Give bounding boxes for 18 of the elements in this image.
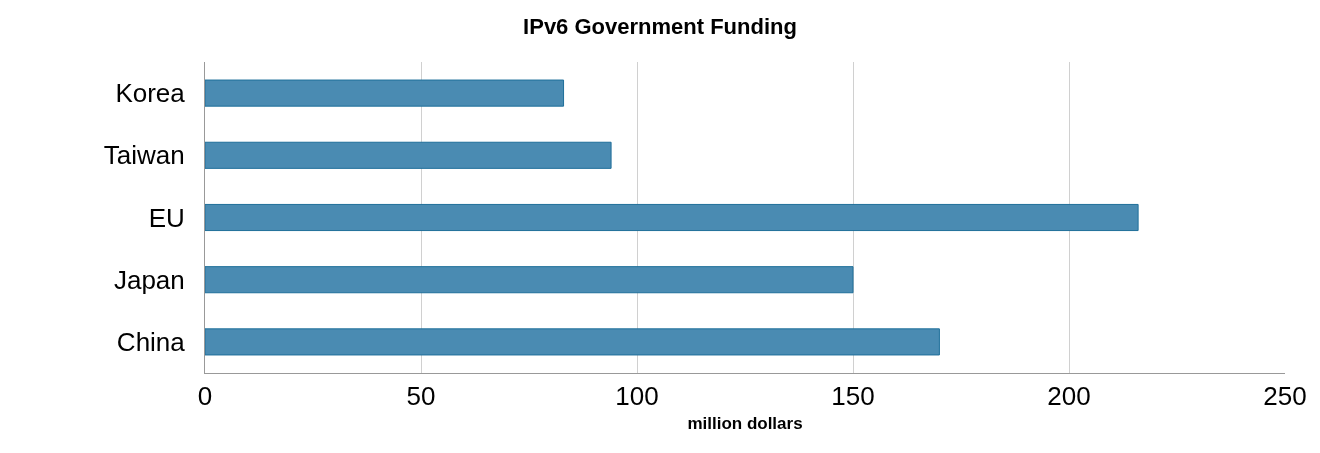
y-tick-label: China [116, 327, 186, 357]
x-tick-label: 250 [1263, 381, 1307, 412]
bar [205, 203, 1139, 232]
x-tick-label: 0 [197, 381, 213, 412]
y-tick-label: Japan [113, 264, 185, 295]
bar [205, 141, 612, 169]
y-tick-label: Korea [115, 78, 186, 109]
x-axis-title: million dollars [687, 413, 803, 433]
bar [205, 266, 854, 294]
x-tick-label: 200 [1047, 381, 1091, 412]
x-tick-label: 50 [406, 381, 436, 412]
bar [205, 328, 940, 356]
x-tick-label: 150 [831, 381, 875, 412]
x-tick-label: 100 [615, 381, 659, 412]
chart-title: IPv6 Government Funding [523, 13, 797, 39]
bar [205, 79, 565, 107]
y-tick-label: EU [148, 202, 185, 233]
y-tick-label: Taiwan [103, 140, 185, 171]
